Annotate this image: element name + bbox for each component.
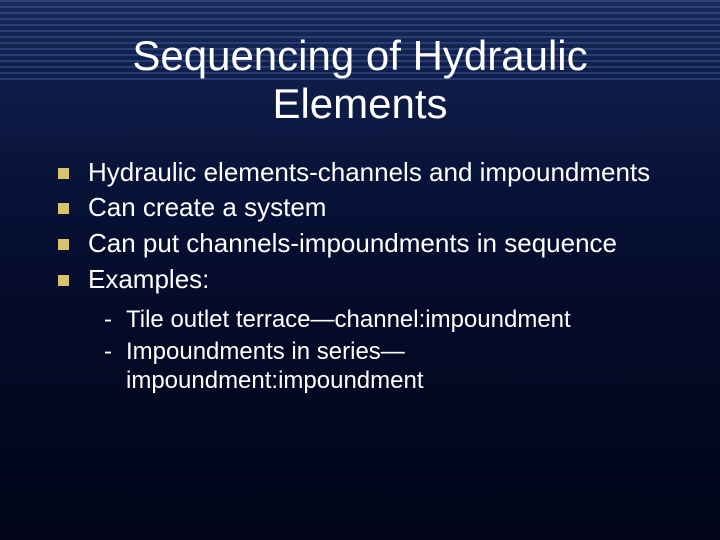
square-bullet-icon: [58, 203, 69, 214]
dash-bullet-icon: -: [104, 305, 112, 334]
list-item: Can put channels-impoundments in sequenc…: [48, 228, 680, 260]
slide-content: Sequencing of Hydraulic Elements Hydraul…: [0, 0, 720, 540]
list-item: - Impoundments in series—impoundment:imp…: [98, 337, 680, 396]
square-bullet-icon: [58, 275, 69, 286]
bullet-text: Examples:: [88, 264, 209, 294]
list-item: Hydraulic elements-channels and impoundm…: [48, 157, 680, 189]
list-item: - Tile outlet terrace—channel:impoundmen…: [98, 305, 680, 334]
bullet-list: Hydraulic elements-channels and impoundm…: [48, 157, 680, 296]
bullet-text: Can put channels-impoundments in sequenc…: [88, 228, 617, 258]
list-item: Examples:: [48, 264, 680, 296]
bullet-text: Can create a system: [88, 192, 326, 222]
square-bullet-icon: [58, 168, 69, 179]
sub-bullet-text: Impoundments in series—impoundment:impou…: [126, 338, 424, 394]
slide: Sequencing of Hydraulic Elements Hydraul…: [0, 0, 720, 540]
bullet-text: Hydraulic elements-channels and impoundm…: [88, 157, 650, 187]
square-bullet-icon: [58, 239, 69, 250]
list-item: Can create a system: [48, 192, 680, 224]
dash-bullet-icon: -: [104, 337, 112, 366]
slide-title: Sequencing of Hydraulic Elements: [80, 32, 640, 129]
sub-bullet-list: - Tile outlet terrace—channel:impoundmen…: [98, 305, 680, 395]
sub-bullet-text: Tile outlet terrace—channel:impoundment: [126, 306, 571, 333]
